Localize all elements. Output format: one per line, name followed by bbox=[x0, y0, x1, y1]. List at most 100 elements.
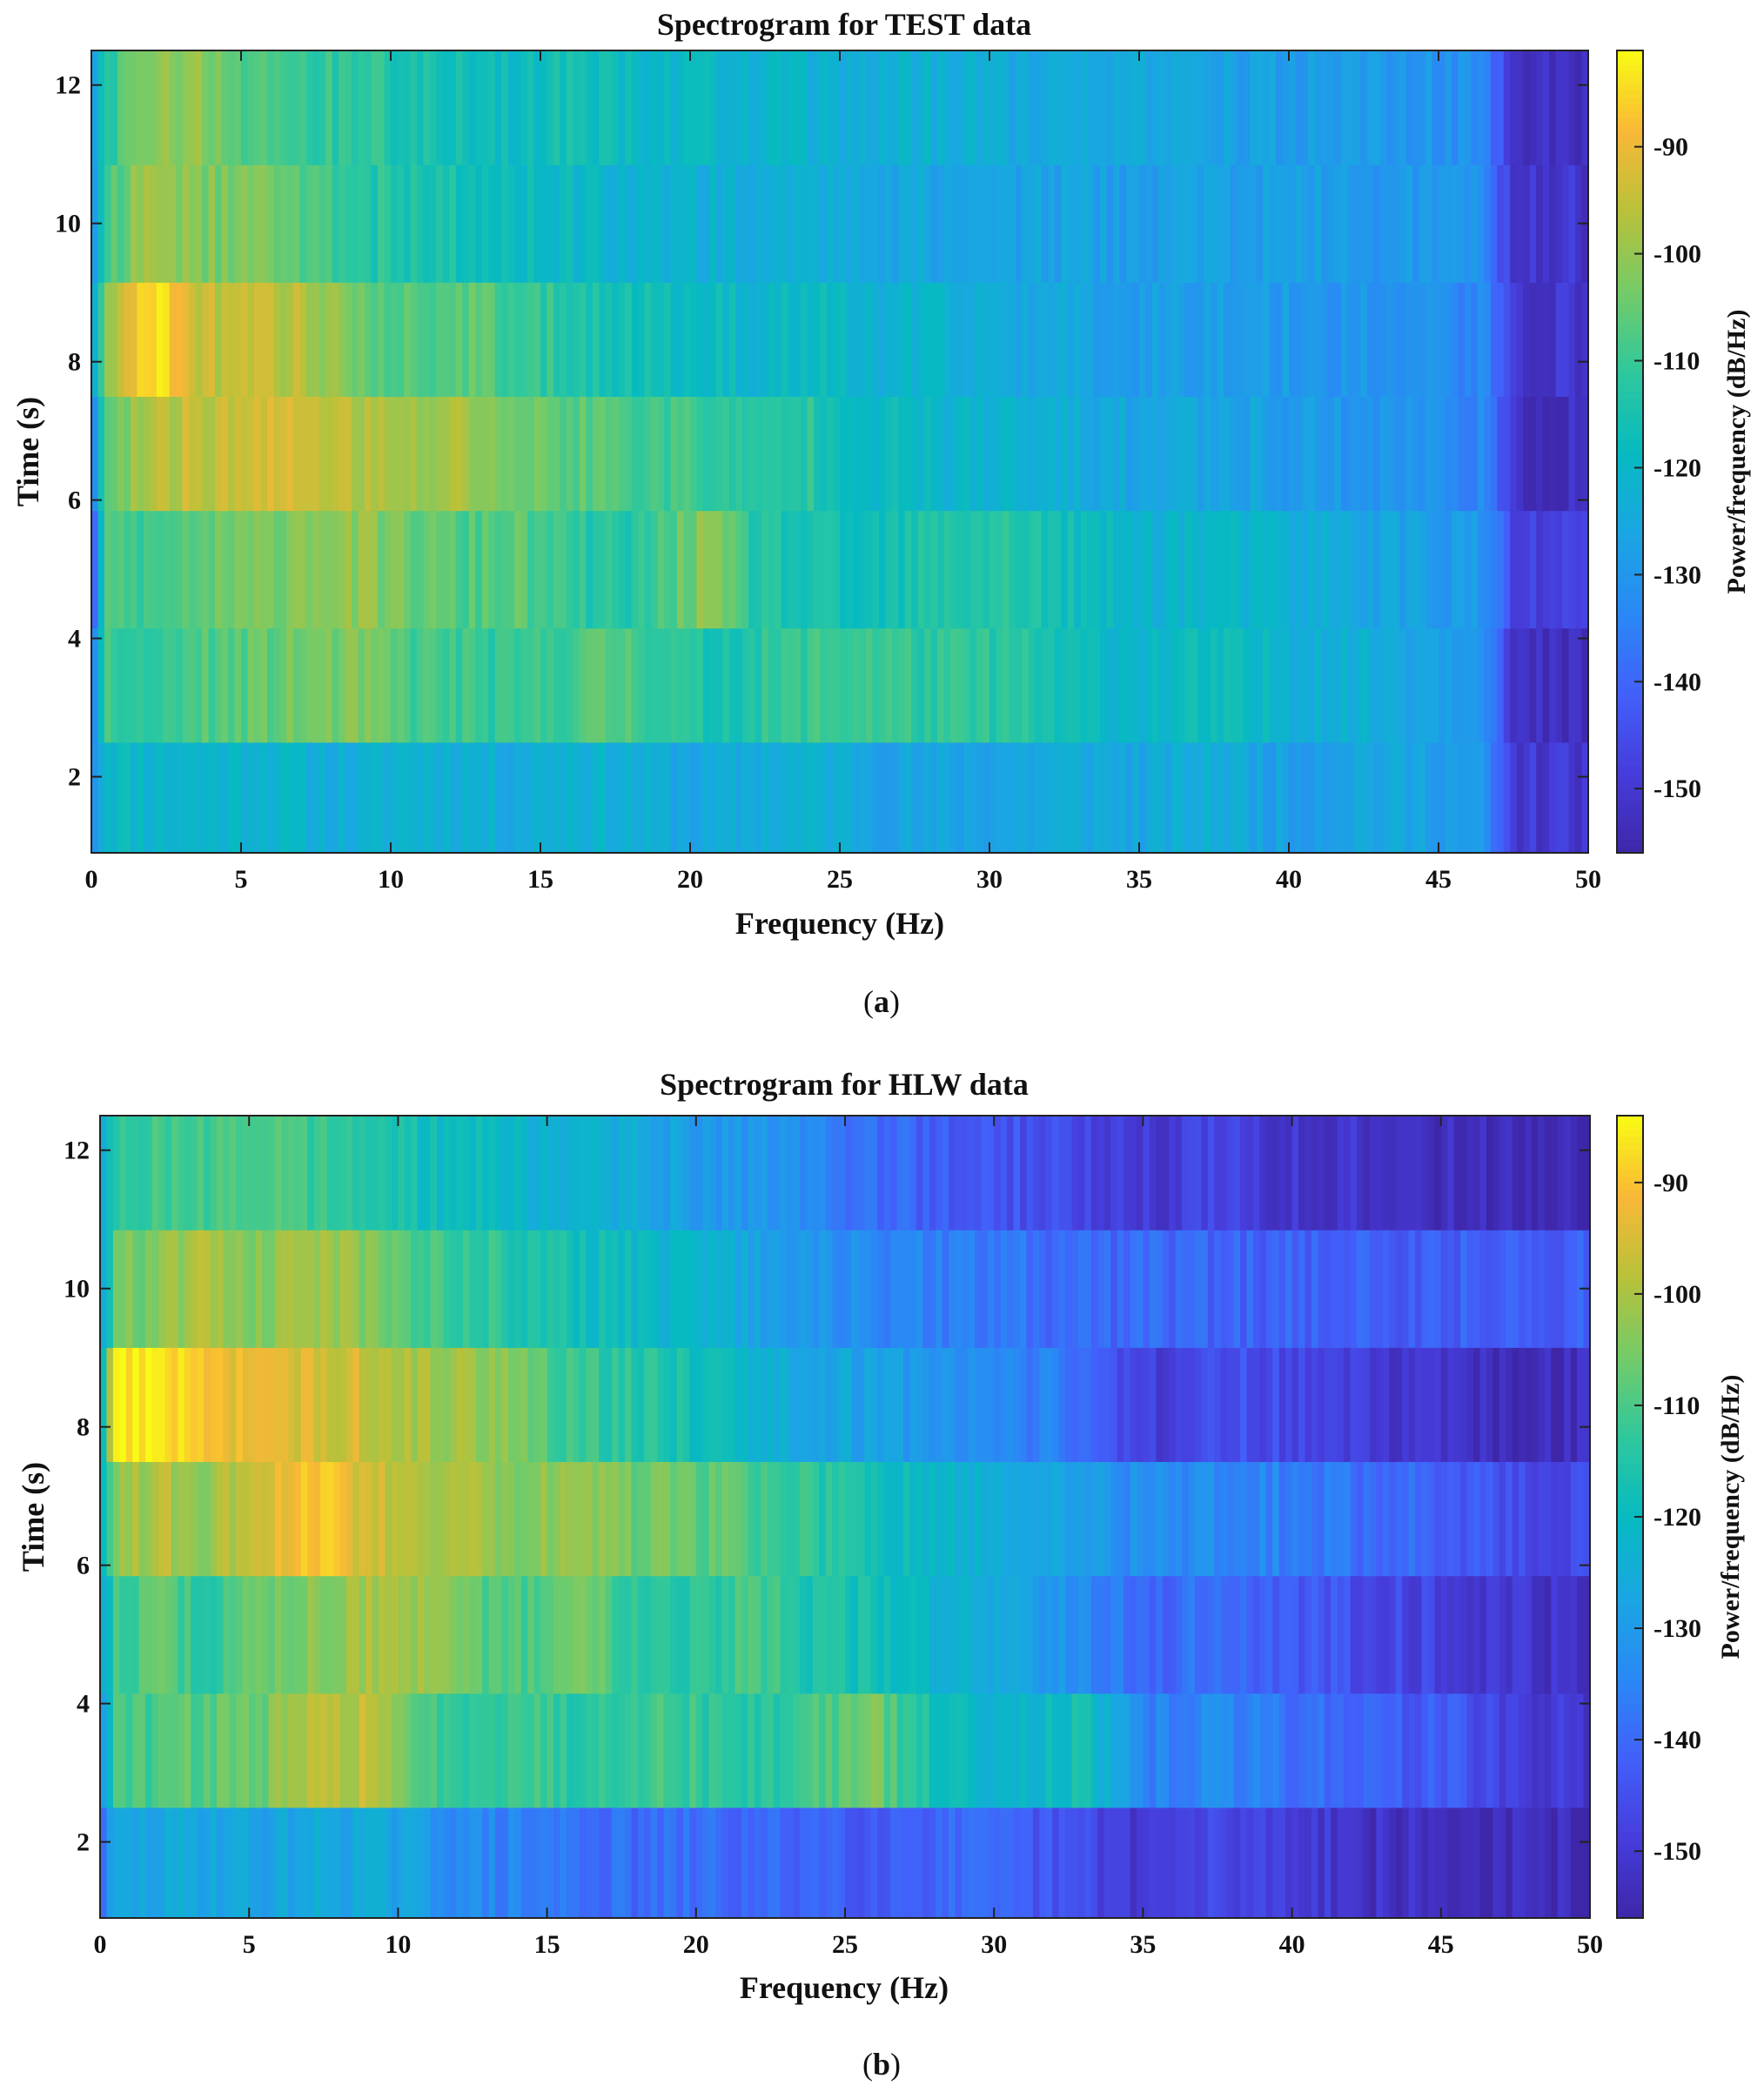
heatmap-cell bbox=[644, 282, 652, 398]
heatmap-cell bbox=[319, 164, 326, 283]
heatmap-cell bbox=[326, 1116, 334, 1231]
heatmap-cell bbox=[1499, 1230, 1506, 1348]
heatmap-cell bbox=[326, 1693, 334, 1808]
heatmap-cell bbox=[442, 164, 450, 283]
heatmap-cell bbox=[1427, 1693, 1435, 1808]
heatmap-cell bbox=[1074, 627, 1082, 743]
heatmap-cell bbox=[1447, 1230, 1455, 1348]
heatmap-cell bbox=[417, 1693, 425, 1808]
heatmap-cell bbox=[249, 1693, 257, 1808]
heatmap-cell bbox=[1471, 627, 1479, 743]
heatmap-cell bbox=[312, 282, 320, 398]
heatmap-cell bbox=[1525, 1347, 1533, 1463]
heatmap-cell bbox=[955, 1116, 962, 1231]
heatmap-cell bbox=[801, 627, 808, 743]
heatmap-cell bbox=[171, 1116, 178, 1231]
heatmap-cell bbox=[1392, 164, 1400, 283]
heatmap-cell bbox=[735, 164, 743, 283]
colorbar-segment bbox=[1617, 1831, 1643, 1839]
heatmap-cell bbox=[989, 627, 997, 743]
heatmap-cell bbox=[1499, 1461, 1506, 1577]
colorbar-segment bbox=[1617, 1677, 1643, 1685]
heatmap-cell bbox=[846, 282, 854, 398]
heatmap-cell bbox=[891, 741, 899, 854]
heatmap-cell bbox=[1562, 510, 1570, 629]
heatmap-cell bbox=[1464, 50, 1472, 165]
colorbar-segment bbox=[1617, 1603, 1643, 1612]
heatmap-cell bbox=[1045, 1461, 1053, 1577]
heatmap-cell bbox=[1395, 1461, 1403, 1577]
heatmap-cell bbox=[449, 164, 457, 283]
heatmap-cell bbox=[1201, 1693, 1209, 1808]
heatmap-cell bbox=[1570, 1575, 1578, 1694]
heatmap-cell bbox=[97, 510, 105, 629]
heatmap-cell bbox=[1250, 50, 1258, 165]
heatmap-cell bbox=[352, 396, 359, 512]
colorbar-segment bbox=[1617, 184, 1643, 191]
heatmap-cell bbox=[1538, 1807, 1546, 1919]
heatmap-cell bbox=[1013, 1347, 1021, 1463]
heatmap-cell bbox=[1305, 1347, 1312, 1463]
heatmap-cell bbox=[1439, 510, 1446, 629]
heatmap-cell bbox=[1445, 627, 1452, 743]
colorbar-segment bbox=[1617, 204, 1643, 211]
heatmap-cell bbox=[274, 1693, 283, 1808]
heatmap-cell bbox=[625, 396, 633, 512]
heatmap-cell bbox=[1318, 1807, 1325, 1919]
colorbar-segment bbox=[1617, 1637, 1643, 1645]
heatmap-cell bbox=[1259, 1230, 1267, 1348]
heatmap-cell bbox=[1376, 1807, 1384, 1919]
heatmap-cell bbox=[1464, 282, 1472, 398]
heatmap-cell bbox=[1425, 741, 1433, 854]
heatmap-cell bbox=[579, 164, 587, 283]
heatmap-cell bbox=[424, 1230, 432, 1348]
heatmap-cell bbox=[827, 282, 835, 398]
heatmap-cell bbox=[411, 1807, 419, 1919]
heatmap-cell bbox=[741, 1230, 748, 1348]
heatmap-cell bbox=[1510, 741, 1518, 854]
heatmap-cell bbox=[1366, 510, 1374, 629]
heatmap-cell bbox=[130, 627, 137, 743]
heatmap-cell bbox=[902, 1807, 911, 1919]
heatmap-cell bbox=[1389, 1807, 1397, 1919]
heatmap-cell bbox=[137, 164, 144, 283]
heatmap-cell bbox=[1516, 741, 1524, 854]
heatmap-cell bbox=[1382, 1807, 1390, 1919]
heatmap-cell bbox=[1421, 1347, 1429, 1463]
heatmap-cell bbox=[1412, 741, 1420, 854]
heatmap-cell bbox=[702, 1575, 710, 1694]
heatmap-cell bbox=[1562, 741, 1570, 854]
heatmap-cell bbox=[358, 510, 366, 629]
colorbar-segment bbox=[1617, 1122, 1643, 1130]
heatmap-cell bbox=[891, 164, 899, 283]
heatmap-cell bbox=[1061, 741, 1069, 854]
heatmap-cell bbox=[865, 282, 873, 398]
heatmap-cell bbox=[1581, 282, 1589, 398]
heatmap-cell bbox=[715, 50, 723, 165]
heatmap-cell bbox=[1544, 1693, 1552, 1808]
heatmap-cell bbox=[852, 510, 861, 629]
heatmap-cell bbox=[916, 1230, 923, 1348]
heatmap-cell bbox=[143, 741, 151, 854]
heatmap-cell bbox=[981, 1347, 989, 1463]
heatmap-cell bbox=[1434, 1693, 1442, 1808]
heatmap-cell bbox=[976, 396, 984, 512]
heatmap-cell bbox=[1240, 1347, 1248, 1463]
heatmap-cell bbox=[1097, 1116, 1105, 1231]
heatmap-cell bbox=[767, 1575, 775, 1694]
heatmap-cell bbox=[1071, 1461, 1079, 1577]
heatmap-cell bbox=[455, 282, 463, 398]
heatmap-cell bbox=[286, 510, 294, 629]
colorbar-segment bbox=[1617, 1664, 1643, 1672]
heatmap-cell bbox=[1497, 396, 1505, 512]
colorbar-segment bbox=[1617, 131, 1643, 138]
heatmap-cell bbox=[976, 741, 984, 854]
heatmap-cell bbox=[339, 1347, 347, 1463]
heatmap-cell bbox=[533, 1693, 541, 1808]
colorbar-tick-label: -130 bbox=[1653, 1614, 1701, 1643]
heatmap-cell bbox=[1041, 282, 1049, 398]
heatmap-cell bbox=[1272, 1693, 1280, 1808]
heatmap-cell bbox=[969, 627, 977, 743]
heatmap-cell bbox=[859, 396, 867, 512]
heatmap-cell bbox=[1453, 1230, 1461, 1348]
